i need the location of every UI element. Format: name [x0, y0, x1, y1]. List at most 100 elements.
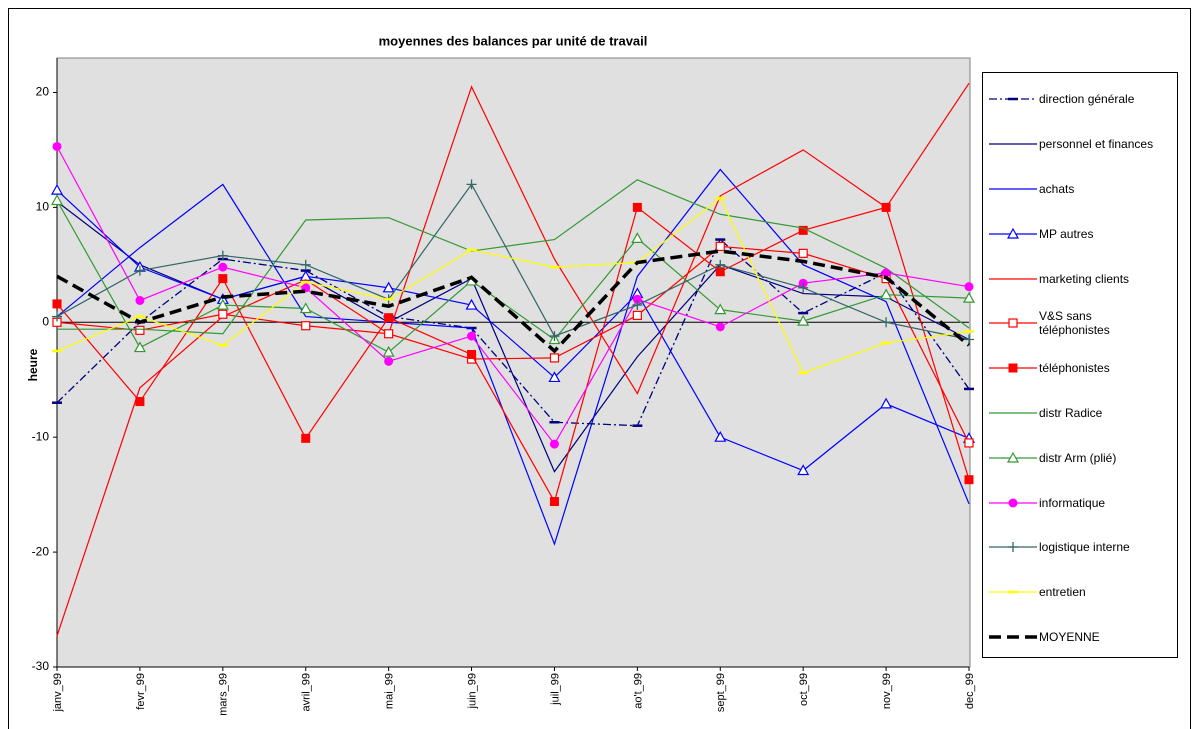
- legend-swatch: [989, 363, 1037, 373]
- series-line: [56, 197, 970, 374]
- marker: [135, 295, 145, 305]
- marker: [52, 311, 62, 322]
- legend-item: achats: [983, 167, 1177, 212]
- legend-swatch: [989, 542, 1037, 553]
- marker: [467, 331, 477, 341]
- x-tick-label: sept_99: [715, 673, 727, 712]
- series-line: [57, 179, 970, 335]
- marker: [1006, 451, 1020, 463]
- x-tick-label: janv_99: [52, 673, 64, 713]
- x-tick-label: nov_99: [881, 673, 893, 709]
- legend-swatch: [989, 635, 1037, 639]
- y-tick-label: -10: [32, 429, 50, 443]
- marker: [881, 317, 892, 328]
- legend-label: distr Arm (plié): [1039, 450, 1117, 465]
- series-line: [56, 245, 970, 444]
- legend-label: informatique: [1039, 495, 1106, 510]
- legend: direction générale personnel et finances a…: [982, 72, 1178, 658]
- legend-label: téléphonistes: [1039, 361, 1110, 376]
- marker: [301, 433, 311, 443]
- x-tick-label: ao't_99: [632, 673, 644, 709]
- legend-label: marketing clients: [1039, 271, 1130, 286]
- legend-item: informatique: [983, 480, 1177, 525]
- marker: [384, 329, 394, 339]
- marker: [798, 225, 808, 235]
- marker: [631, 232, 644, 244]
- marker: [52, 299, 62, 309]
- marker: [964, 438, 974, 448]
- marker: [50, 194, 64, 206]
- marker: [467, 349, 477, 359]
- marker: [632, 202, 642, 212]
- x-tick-label: juil_99: [549, 673, 561, 706]
- legend-swatch: [989, 318, 1037, 328]
- marker: [382, 281, 395, 293]
- marker: [549, 353, 560, 363]
- legend-item: distr Arm (plié): [983, 435, 1177, 480]
- marker: [466, 179, 477, 190]
- marker: [632, 310, 642, 320]
- marker: [714, 303, 727, 315]
- legend-swatch: [989, 143, 1037, 145]
- marker: [881, 202, 891, 212]
- legend-item: logistique interne: [983, 525, 1177, 570]
- y-tick-label: 0: [42, 314, 49, 328]
- legend-swatch: [989, 412, 1037, 414]
- marker: [382, 345, 395, 357]
- y-tick-label: -30: [32, 659, 50, 673]
- chart-title: moyennes des balances par unité de trava…: [379, 33, 648, 48]
- legend-item: personnel et finances: [983, 122, 1177, 167]
- marker: [217, 250, 228, 261]
- marker: [133, 341, 146, 353]
- marker: [964, 334, 974, 345]
- marker: [216, 298, 229, 310]
- y-tick-label: -20: [32, 544, 50, 558]
- marker: [301, 321, 311, 331]
- marker: [52, 141, 62, 151]
- marker: [134, 265, 145, 276]
- legend-label: MP autres: [1039, 226, 1094, 241]
- x-tick-label: mars_99: [218, 673, 230, 716]
- series-line: [56, 200, 970, 353]
- legend-label: MOYENNE: [1039, 629, 1100, 644]
- marker: [1008, 498, 1018, 508]
- legend-label: direction générale: [1039, 92, 1135, 107]
- x-tick-label: mai_99: [384, 673, 396, 709]
- marker: [798, 248, 808, 258]
- marker: [1008, 542, 1018, 553]
- marker: [548, 371, 561, 383]
- marker: [715, 322, 725, 332]
- series-line: [56, 82, 970, 637]
- marker: [632, 300, 643, 311]
- legend-swatch: [989, 590, 1037, 594]
- marker: [880, 397, 893, 409]
- legend-label: V&S sans téléphonistes: [1039, 309, 1110, 338]
- marker: [962, 291, 976, 303]
- legend-item: téléphonistes: [983, 346, 1177, 391]
- legend-item: MOYENNE: [983, 615, 1177, 660]
- series-line: [56, 206, 970, 504]
- marker: [135, 325, 145, 335]
- legend-swatch: [989, 98, 1037, 101]
- marker: [797, 314, 810, 326]
- marker: [1006, 227, 1020, 239]
- marker: [1008, 363, 1018, 373]
- marker: [384, 356, 394, 366]
- marker: [881, 268, 891, 278]
- legend-item: direction générale: [983, 77, 1177, 122]
- marker: [1008, 318, 1018, 328]
- marker: [384, 313, 394, 323]
- legend-item: distr Radice: [983, 391, 1177, 436]
- marker: [465, 298, 478, 310]
- x-tick-label: juin_99: [466, 673, 478, 709]
- x-tick-label: avril_99: [301, 673, 313, 712]
- legend-item: MP autres: [983, 211, 1177, 256]
- legend-item: entretien: [983, 570, 1177, 615]
- marker: [715, 241, 725, 252]
- legend-swatch: [989, 188, 1037, 190]
- legend-swatch: [989, 498, 1037, 508]
- marker: [964, 475, 974, 485]
- legend-label: achats: [1039, 181, 1075, 196]
